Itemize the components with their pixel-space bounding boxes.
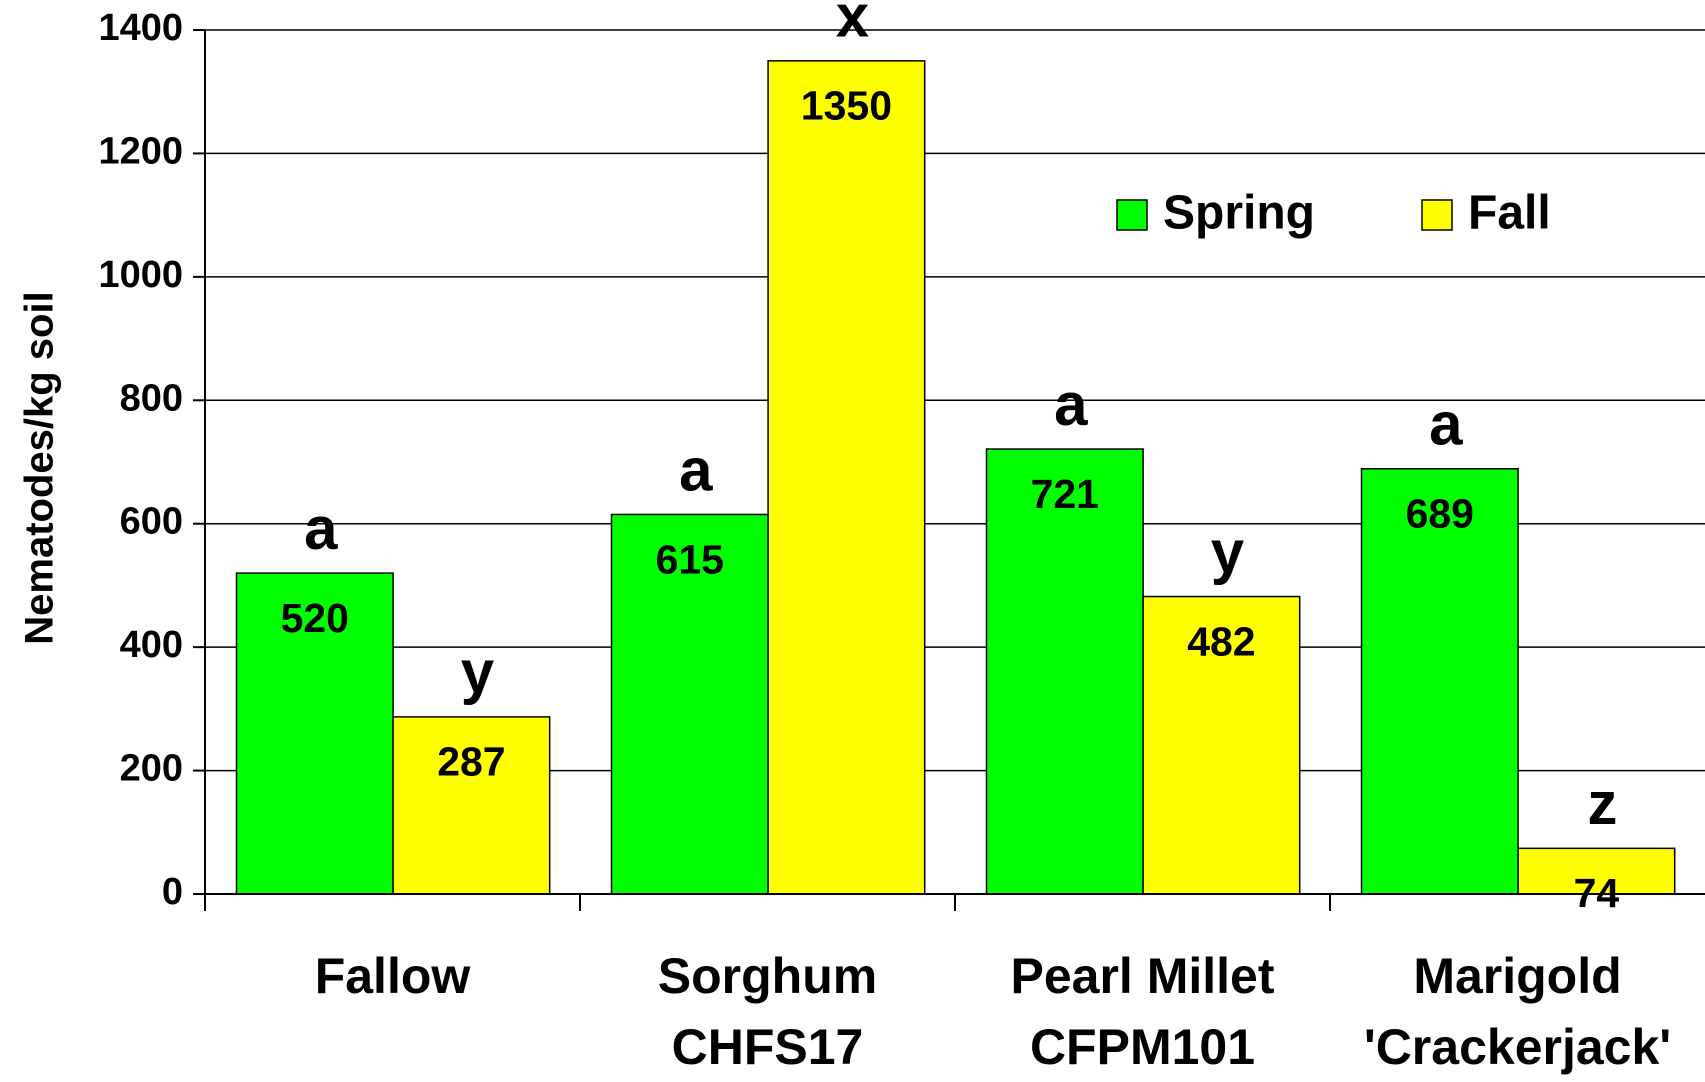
x-tick-label: Marigold [1413, 948, 1621, 1004]
x-tick-label: CFPM101 [1030, 1019, 1255, 1075]
y-tick-label: 0 [162, 871, 183, 913]
y-tick-label: 1000 [98, 254, 183, 296]
significance-letter: z [1587, 770, 1617, 837]
y-axis-title: Nematodes/kg soil [18, 291, 62, 644]
value-label: 520 [281, 595, 349, 641]
y-tick-label: 600 [120, 501, 183, 543]
x-tick-label: Fallow [315, 948, 471, 1004]
significance-letter: a [1054, 371, 1088, 438]
x-tick-label: Pearl Millet [1011, 948, 1275, 1004]
y-tick-label: 200 [120, 748, 183, 790]
legend-swatch [1421, 199, 1453, 231]
legend-swatch [1116, 199, 1148, 231]
value-label: 689 [1406, 491, 1474, 537]
bar [985, 448, 1144, 895]
value-label: 482 [1187, 618, 1255, 664]
x-tick-label: 'Crackerjack' [1364, 1019, 1671, 1075]
value-label: 287 [437, 739, 505, 785]
legend-label: Spring [1163, 187, 1315, 240]
bar [610, 513, 769, 895]
y-tick-label: 1200 [98, 130, 183, 172]
significance-letter: a [1429, 391, 1463, 458]
y-tick-label: 1400 [98, 7, 183, 49]
bar [767, 60, 926, 895]
significance-letter: x [836, 0, 869, 50]
legend-label: Fall [1468, 187, 1551, 240]
bar [1142, 595, 1301, 895]
bar [392, 716, 551, 895]
value-label: 615 [656, 536, 724, 582]
x-tick-label: Sorghum [658, 948, 877, 1004]
y-tick-label: 800 [120, 377, 183, 419]
value-label: 721 [1031, 471, 1099, 517]
significance-letter: a [679, 436, 713, 503]
significance-letter: a [304, 495, 338, 562]
significance-letter: y [1211, 518, 1245, 585]
x-tick-label: CHFS17 [672, 1019, 864, 1075]
significance-letter: y [461, 639, 495, 706]
bar [1517, 847, 1676, 895]
value-label: 1350 [801, 83, 892, 129]
y-tick-label: 400 [120, 624, 183, 666]
